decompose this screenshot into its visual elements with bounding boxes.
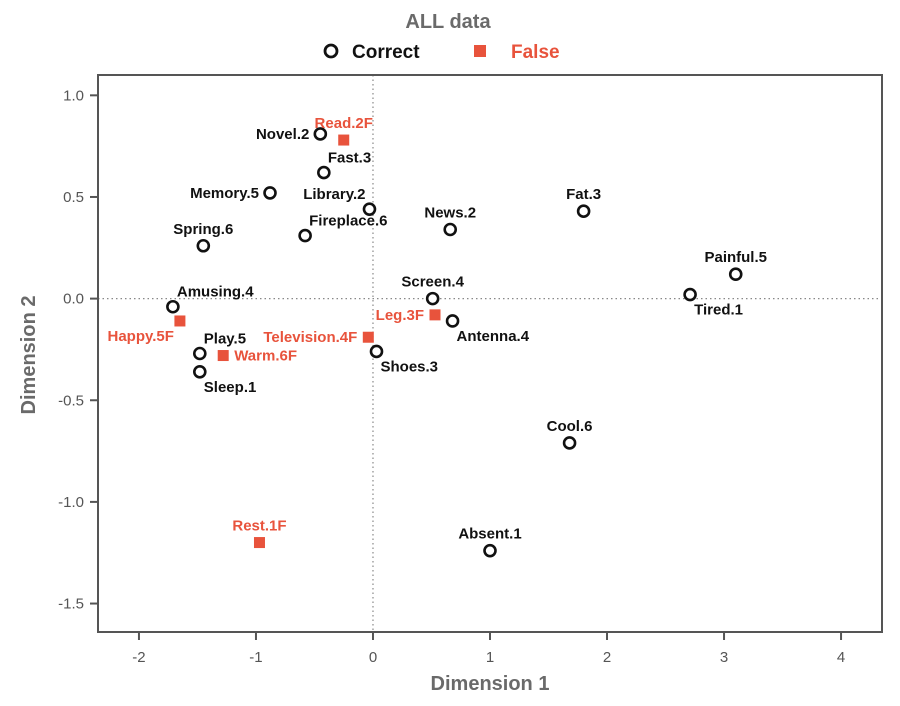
point-news-2-label: News.2 xyxy=(424,204,476,221)
point-sleep-1-label: Sleep.1 xyxy=(204,379,257,396)
point-play-5-label: Play.5 xyxy=(204,331,246,348)
point-fast-3-label: Fast.3 xyxy=(328,150,371,167)
x-tick-label: 2 xyxy=(603,649,611,666)
point-antenna-4-label: Antenna.4 xyxy=(457,328,530,345)
x-tick-label: 4 xyxy=(837,649,845,666)
point-screen-4-label: Screen.4 xyxy=(401,274,464,291)
point-sleep-1-marker xyxy=(193,364,207,379)
point-television-4f-label: Television.4F xyxy=(263,329,357,346)
point-painful-5-label: Painful.5 xyxy=(704,249,767,266)
point-news-2-marker xyxy=(443,222,458,237)
point-novel-2-marker xyxy=(313,127,328,141)
x-tick-label: 1 xyxy=(486,649,494,666)
legend: Correct False xyxy=(323,42,560,63)
x-tick-label: -2 xyxy=(132,649,145,666)
point-warm-6f-label: Warm.6F xyxy=(234,348,297,365)
legend-false-marker xyxy=(474,45,486,57)
x-tick-label: 3 xyxy=(720,649,728,666)
point-fireplace-6-label: Fireplace.6 xyxy=(309,213,387,230)
point-read-2f-marker xyxy=(338,134,350,146)
point-library-2-marker xyxy=(362,202,377,216)
point-leg-3f-label: Leg.3F xyxy=(376,307,424,324)
y-tick-label: -1.5 xyxy=(58,596,84,613)
point-rest-1f-marker xyxy=(253,537,265,549)
point-novel-2-label: Novel.2 xyxy=(256,126,309,143)
y-tick-label: -1.0 xyxy=(58,494,84,511)
plot-frame xyxy=(97,74,883,633)
x-axis-title: Dimension 1 xyxy=(431,673,550,695)
legend-correct-label: Correct xyxy=(352,42,420,63)
point-fat-3-label: Fat.3 xyxy=(566,186,601,203)
point-screen-4-marker xyxy=(425,291,440,306)
point-amusing-4-marker xyxy=(166,299,180,314)
point-warm-6f-marker xyxy=(217,350,229,362)
point-read-2f-label: Read.2F xyxy=(315,115,373,132)
point-happy-5f-marker xyxy=(174,315,186,327)
point-memory-5-label: Memory.5 xyxy=(190,185,259,202)
point-amusing-4-label: Amusing.4 xyxy=(177,284,254,301)
y-tick-label: -0.5 xyxy=(58,392,84,409)
y-tick-label: 1.0 xyxy=(63,87,84,104)
point-shoes-3-label: Shoes.3 xyxy=(380,358,438,375)
point-library-2-label: Library.2 xyxy=(303,186,365,203)
legend-false-label: False xyxy=(511,42,560,63)
point-fast-3-marker xyxy=(317,165,331,180)
point-rest-1f-label: Rest.1F xyxy=(232,518,286,535)
point-fireplace-6-marker xyxy=(298,228,312,243)
point-spring-6-label: Spring.6 xyxy=(173,221,233,238)
y-axis-title: Dimension 2 xyxy=(18,296,40,415)
point-fat-3-marker xyxy=(576,204,591,219)
point-television-4f-marker xyxy=(362,331,374,343)
point-absent-1-marker xyxy=(483,543,497,558)
point-painful-5-marker xyxy=(728,267,743,282)
point-spring-6-marker xyxy=(196,238,211,253)
x-tick-label: 0 xyxy=(369,649,377,666)
point-absent-1-label: Absent.1 xyxy=(458,526,521,543)
x-tick-label: -1 xyxy=(249,649,262,666)
point-leg-3f-marker xyxy=(429,309,441,321)
point-shoes-3-marker xyxy=(369,344,384,359)
point-cool-6-marker xyxy=(562,436,577,450)
legend-correct-marker xyxy=(323,43,339,59)
y-tick-label: 0.5 xyxy=(63,189,84,206)
point-play-5-marker xyxy=(193,346,207,361)
point-cool-6-label: Cool.6 xyxy=(547,418,593,435)
point-tired-1-label: Tired.1 xyxy=(694,302,743,319)
y-tick-label: 0.0 xyxy=(63,291,84,308)
point-antenna-4-marker xyxy=(445,314,460,328)
chart-title: ALL data xyxy=(405,11,491,33)
point-happy-5f-label: Happy.5F xyxy=(108,328,174,345)
point-tired-1-marker xyxy=(683,287,697,302)
point-memory-5-marker xyxy=(263,186,277,200)
